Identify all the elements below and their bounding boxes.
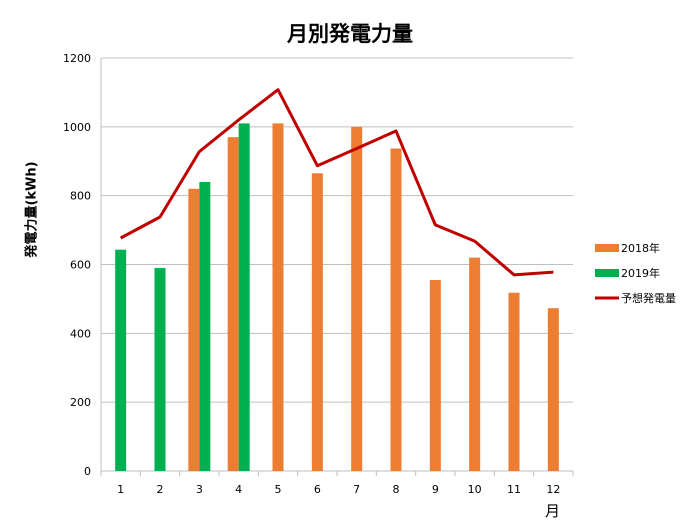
bar-2018年-4 bbox=[227, 137, 239, 472]
bar-2019年-1 bbox=[115, 249, 127, 471]
bar-2018年-5 bbox=[272, 123, 284, 472]
bar-2019年-4 bbox=[238, 123, 250, 472]
x-tick-label-3: 3 bbox=[196, 483, 203, 496]
y-tick-label-1200: 1200 bbox=[63, 52, 91, 65]
legend-label-2019年: 2019年 bbox=[621, 266, 660, 280]
bar-2018年-10 bbox=[469, 257, 481, 471]
bar-2018年-6 bbox=[311, 173, 323, 471]
chart-title: 月別発電力量 bbox=[287, 22, 413, 46]
bar-2018年-8 bbox=[390, 148, 402, 471]
x-tick-label-2: 2 bbox=[157, 483, 164, 496]
y-tick-label-0: 0 bbox=[84, 465, 91, 478]
y-tick-label-400: 400 bbox=[70, 327, 91, 340]
x-tick-label-8: 8 bbox=[393, 483, 400, 496]
legend-swatch-2018年 bbox=[595, 244, 619, 252]
x-tick-label-9: 9 bbox=[432, 483, 439, 496]
x-tick-label-5: 5 bbox=[275, 483, 282, 496]
x-tick-label-10: 10 bbox=[468, 483, 482, 496]
bar-2018年-3 bbox=[188, 188, 200, 472]
y-tick-label-200: 200 bbox=[70, 396, 91, 409]
y-tick-label-600: 600 bbox=[70, 259, 91, 272]
x-tick-label-1: 1 bbox=[117, 483, 124, 496]
bar-2019年-3 bbox=[199, 181, 211, 471]
bar-2018年-12 bbox=[547, 308, 559, 471]
legend-swatch-2019年 bbox=[595, 269, 619, 277]
x-tick-label-7: 7 bbox=[353, 483, 360, 496]
x-tick-label-12: 12 bbox=[546, 483, 560, 496]
bar-2018年-7 bbox=[351, 126, 363, 471]
line-予想発電量 bbox=[119, 88, 554, 277]
x-axis-title: 月 bbox=[545, 502, 561, 520]
bar-2019年-2 bbox=[154, 267, 166, 471]
y-tick-label-1000: 1000 bbox=[63, 121, 91, 134]
bar-2018年-11 bbox=[508, 292, 520, 471]
legend-label-2018年: 2018年 bbox=[621, 241, 660, 255]
legend-label-予想発電量: 予想発電量 bbox=[621, 291, 676, 305]
x-tick-label-4: 4 bbox=[235, 483, 242, 496]
x-tick-label-11: 11 bbox=[507, 483, 521, 496]
x-tick-label-6: 6 bbox=[314, 483, 321, 496]
bar-2018年-9 bbox=[429, 279, 441, 471]
y-tick-label-800: 800 bbox=[70, 190, 91, 203]
